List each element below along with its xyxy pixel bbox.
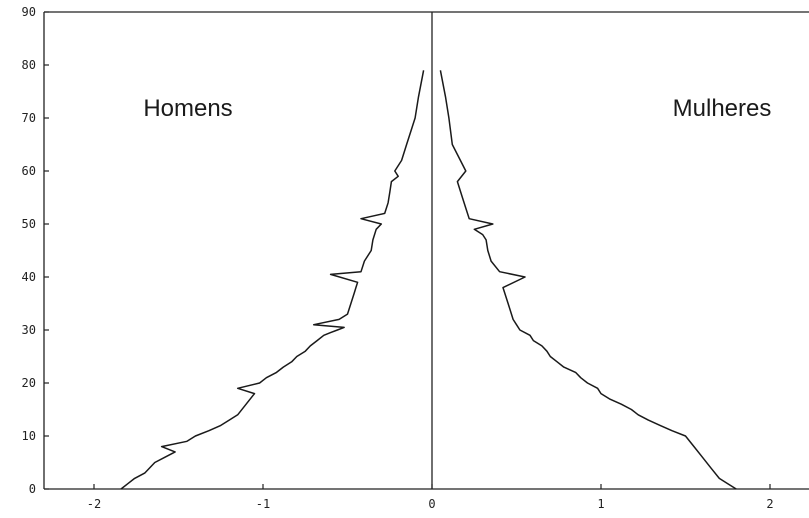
x-tick-label: -2 bbox=[87, 497, 101, 511]
y-tick-label: 60 bbox=[22, 164, 36, 178]
y-tick-label: 40 bbox=[22, 270, 36, 284]
y-tick-label: 80 bbox=[22, 58, 36, 72]
series-line-homens bbox=[120, 70, 425, 490]
series-lines bbox=[120, 70, 737, 490]
x-tick-label: 1 bbox=[597, 497, 604, 511]
x-tick-label: 0 bbox=[428, 497, 435, 511]
annotation-mulheres: Mulheres bbox=[673, 95, 772, 122]
y-tick-label: 10 bbox=[22, 429, 36, 443]
x-tick-label: -1 bbox=[256, 497, 270, 511]
x-tick-label: 2 bbox=[766, 497, 773, 511]
y-tick-label: 70 bbox=[22, 111, 36, 125]
y-tick-label: 90 bbox=[22, 5, 36, 19]
y-tick-label: 30 bbox=[22, 323, 36, 337]
series-line-mulheres bbox=[439, 70, 737, 490]
annotation-homens: Homens bbox=[143, 95, 232, 122]
y-tick-label: 0 bbox=[29, 482, 36, 496]
tick-labels: 0 10 20 30 40 50 60 70 80 90 -2 -1 0 1 2 bbox=[22, 5, 774, 511]
y-tick-label: 20 bbox=[22, 376, 36, 390]
y-tick-label: 50 bbox=[22, 217, 36, 231]
axes bbox=[43, 11, 809, 490]
